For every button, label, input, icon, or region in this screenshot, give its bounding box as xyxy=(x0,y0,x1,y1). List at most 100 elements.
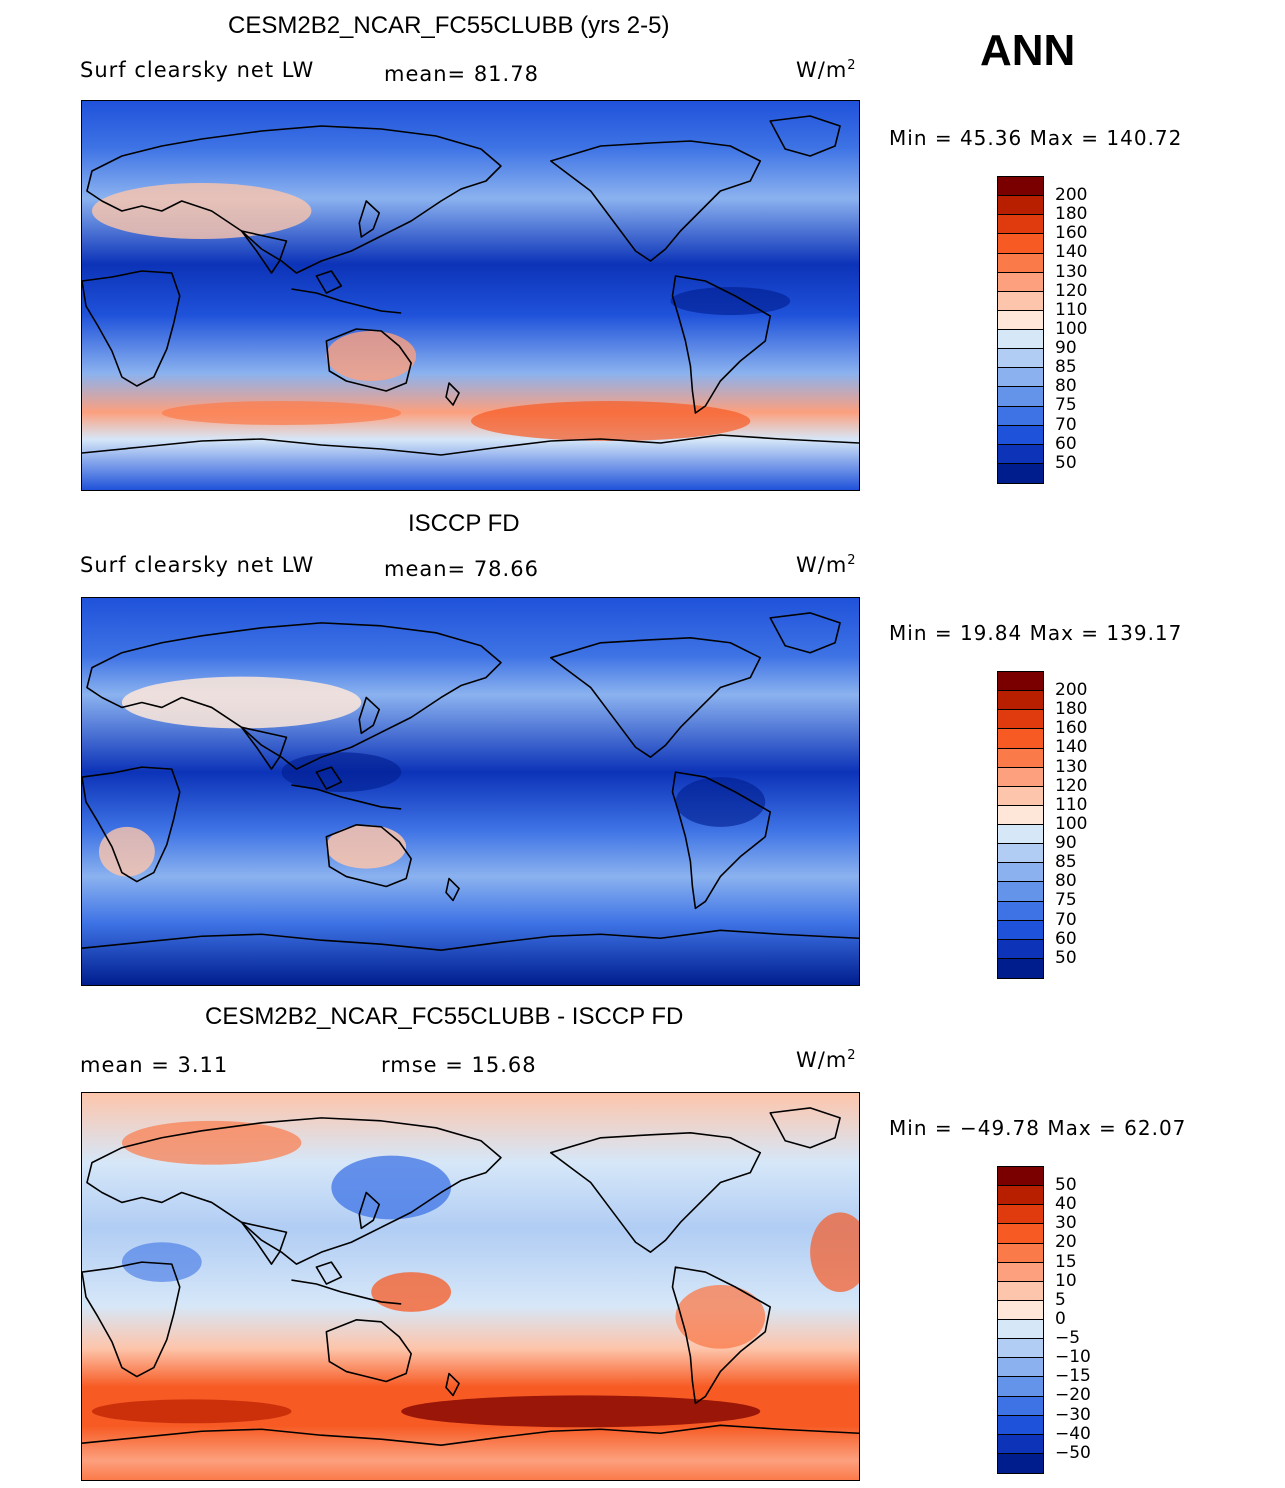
panel1-colorbar-swatch xyxy=(998,330,1043,350)
panel3-colorbar-swatch xyxy=(998,1320,1043,1340)
panel1-colorbar-label: 200 xyxy=(1055,185,1088,205)
panel2-mean: mean= 78.66 xyxy=(384,557,539,581)
panel2-africa-south-warm xyxy=(98,826,155,877)
panel1-title: CESM2B2_NCAR_FC55CLUBB (yrs 2-5) xyxy=(228,12,670,39)
panel2-amazon-cool xyxy=(675,777,766,827)
panel2-variable-label: Surf clearsky net LW xyxy=(80,553,315,577)
panel1-colorbar-label: 90 xyxy=(1055,338,1077,358)
panel3-tibet-negative xyxy=(331,1155,452,1220)
panel3-southern-max-west xyxy=(91,1399,292,1424)
panel2-colorbar-label: 180 xyxy=(1055,699,1088,720)
panel3-rmse: rmse = 15.68 xyxy=(381,1053,537,1077)
panel2-colorbar-labels: 200 180 160 140 130 120 110 100 90 85 80 75 70 60 50 xyxy=(1055,680,1088,968)
panel3-title: CESM2B2_NCAR_FC55CLUBB - ISCCP FD xyxy=(205,1003,684,1030)
panel1-colorbar-swatch xyxy=(998,291,1043,311)
panel2-colorbar-swatch xyxy=(998,729,1043,749)
panel1-colorbar-swatch xyxy=(998,272,1043,292)
panel2-colorbar-swatch xyxy=(998,767,1043,787)
panel3-colorbar-labels: 50 40 30 20 15 10 5 0 −5 −10 −15 −20 −30 −40 −50 xyxy=(1055,1175,1091,1463)
panel1-colorbar-label: 80 xyxy=(1055,376,1077,397)
panel3-maritime-positive xyxy=(371,1272,452,1312)
panel1-sahara-warm xyxy=(91,183,312,239)
panel2-colorbar-swatch xyxy=(998,844,1043,864)
panel3-colorbar-label: 15 xyxy=(1055,1251,1077,1272)
panel1-minmax: Min = 45.36 Max = 140.72 xyxy=(889,126,1183,150)
panel2-colorbar-label: 85 xyxy=(1055,852,1077,873)
panel2-colorbar-swatch xyxy=(998,825,1043,845)
panel3-colorbar xyxy=(997,1166,1044,1474)
panel3-colorbar-swatch xyxy=(998,1377,1043,1397)
panel1-colorbar-label: 130 xyxy=(1055,261,1088,282)
panel3-colorbar-swatch xyxy=(998,1224,1043,1244)
panel3-colorbar-swatch xyxy=(998,1167,1043,1187)
panel3-southern-max xyxy=(401,1395,761,1428)
panel3-colorbar-label: −30 xyxy=(1055,1404,1091,1425)
panel1-mean: mean= 81.78 xyxy=(384,62,539,86)
panel3-colorbar-swatch xyxy=(998,1243,1043,1263)
panel1-colorbar-label: 85 xyxy=(1055,357,1077,378)
panel2-colorbar-swatch xyxy=(998,691,1043,711)
panel1-colorbar-swatch xyxy=(998,177,1043,197)
panel3-colorbar-label: 40 xyxy=(1055,1194,1077,1215)
panel2-colorbar-label: 120 xyxy=(1055,775,1088,796)
panel2-colorbar-swatch xyxy=(998,863,1043,883)
panel1-colorbar-label: 110 xyxy=(1055,299,1088,320)
panel1-colorbar-label: 50 xyxy=(1055,452,1077,473)
panel1-amazon-cool xyxy=(670,287,791,315)
panel3-colorbar-swatch xyxy=(998,1396,1043,1416)
panel2-colorbar xyxy=(997,671,1044,979)
panel1-colorbar-label: 60 xyxy=(1055,433,1077,454)
panel1-colorbar-labels: 200 180 160 140 130 120 110 100 90 85 80 75 70 60 50 xyxy=(1055,185,1088,473)
panel3-atlantic-positive xyxy=(810,1212,859,1292)
panel2-colorbar-swatch xyxy=(998,805,1043,825)
panel1-colorbar xyxy=(997,176,1044,484)
panel1-variable-label: Surf clearsky net LW xyxy=(80,58,315,82)
panel1-colorbar-swatch xyxy=(998,196,1043,216)
panel1-units: W/m2 xyxy=(796,58,857,82)
panel2-colorbar-swatch xyxy=(998,882,1043,902)
panel2-colorbar-label: 140 xyxy=(1055,737,1088,758)
panel1-colorbar-swatch xyxy=(998,234,1043,254)
panel2-colorbar-label: 200 xyxy=(1055,680,1088,700)
panel2-colorbar-label: 80 xyxy=(1055,871,1077,892)
panel1-colorbar-label: 160 xyxy=(1055,223,1088,244)
panel3-colorbar-swatch xyxy=(998,1262,1043,1282)
panel3-europe-positive xyxy=(121,1120,302,1165)
panel1-southern-band-west xyxy=(161,401,402,425)
panel1-colorbar-label: 140 xyxy=(1055,242,1088,263)
panel2-colorbar-label: 130 xyxy=(1055,756,1088,777)
panel2-sahara-warm xyxy=(121,676,362,729)
panel1-colorbar-swatch xyxy=(998,349,1043,369)
panel3-colorbar-label: −50 xyxy=(1055,1442,1091,1463)
panel1-colorbar-swatch xyxy=(998,406,1043,426)
panel3-colorbar-label: −40 xyxy=(1055,1423,1091,1444)
panel3-colorbar-swatch xyxy=(998,1434,1043,1454)
panel2-colorbar-swatch xyxy=(998,920,1043,940)
panel2-colorbar-swatch xyxy=(998,710,1043,730)
panel2-colorbar-label: 160 xyxy=(1055,718,1088,739)
panel1-colorbar-swatch xyxy=(998,310,1043,330)
panel2-colorbar-label: 60 xyxy=(1055,928,1077,949)
panel2-colorbar-swatch xyxy=(998,748,1043,768)
panel3-colorbar-swatch xyxy=(998,1339,1043,1359)
panel3-africa-negative xyxy=(121,1242,202,1283)
panel3-colorbar-label: 30 xyxy=(1055,1213,1077,1234)
panel3-colorbar-label: −15 xyxy=(1055,1366,1091,1387)
panel2-colorbar-swatch xyxy=(998,901,1043,921)
season-label: ANN xyxy=(980,26,1076,75)
panel2-colorbar-label: 100 xyxy=(1055,813,1088,834)
panel3-colorbar-label: −20 xyxy=(1055,1385,1091,1406)
panel1-australia-warm xyxy=(326,331,417,381)
panel3-colorbar-label: 5 xyxy=(1055,1289,1066,1310)
panel1-southern-band xyxy=(470,401,751,441)
panel2-colorbar-label: 110 xyxy=(1055,794,1088,815)
panel2-colorbar-swatch xyxy=(998,672,1043,692)
panel1-colorbar-label: 100 xyxy=(1055,318,1088,339)
panel2-units: W/m2 xyxy=(796,553,857,577)
panel1-colorbar-swatch xyxy=(998,387,1043,407)
panel3-colorbar-label: −5 xyxy=(1055,1328,1081,1348)
panel3-colorbar-label: 50 xyxy=(1055,1175,1077,1195)
panel3-samerica-positive xyxy=(675,1285,766,1349)
panel2-colorbar-label: 75 xyxy=(1055,890,1077,911)
panel3-colorbar-label: 0 xyxy=(1055,1308,1066,1329)
